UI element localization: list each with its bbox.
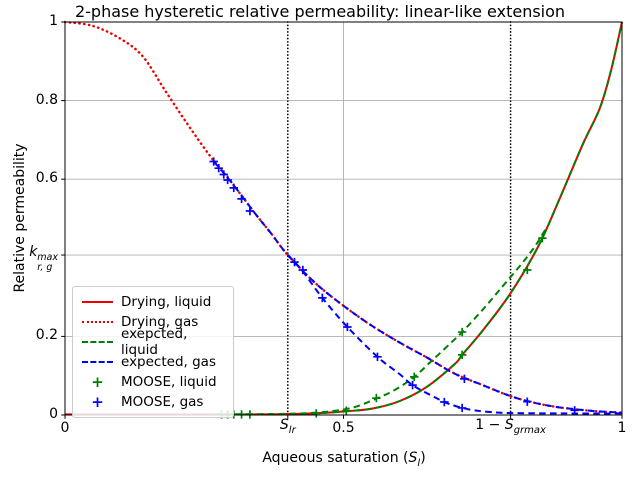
dotted-line-sample-icon: [82, 321, 113, 323]
x-tick-label: 0: [60, 420, 70, 436]
y-tick-label: 1: [49, 13, 58, 29]
legend-label: MOOSE, liquid: [121, 374, 217, 390]
marker-moose-liquid: [410, 372, 419, 382]
marker-moose-gas: [290, 257, 299, 267]
x-axis-label-suffix: ): [420, 450, 426, 466]
legend-sample-solid-icon: [82, 301, 113, 303]
marker-moose-gas: [245, 206, 255, 216]
x-tick-label: Slr: [279, 417, 296, 436]
legend-sample-dashed-icon: [82, 341, 113, 343]
legend-label: MOOSE, gas: [121, 394, 204, 410]
legend-item: + MOOSE, liquid: [82, 372, 225, 392]
y-tick-label: 0.6: [35, 170, 58, 187]
marker-moose-liquid: [372, 393, 381, 403]
x-axis-label-text: Aqueous saturation (: [262, 450, 409, 466]
legend-label: Drying, gas: [121, 314, 199, 330]
x-axis-label-symbol-sub: l: [417, 457, 421, 469]
marker-moose-gas: [523, 397, 532, 406]
legend-item: expected, gas: [82, 352, 225, 372]
legend-sample-dashed-icon: [82, 361, 113, 363]
marker-moose-liquid: [245, 410, 255, 419]
marker-moose-liquid: [312, 409, 321, 418]
legend-item: Drying, liquid: [82, 292, 225, 312]
y-tick-label: 0.2: [35, 327, 58, 344]
x-tick-label: 1 − Sgrmax: [475, 417, 546, 436]
marker-moose-gas: [460, 374, 469, 384]
marker-moose-gas: [373, 352, 382, 362]
marker-moose-liquid: [237, 410, 246, 419]
plus-marker-icon: +: [91, 373, 104, 391]
x-tick-label: 0.5: [332, 420, 355, 436]
legend-label: Drying, liquid: [121, 294, 212, 310]
marker-moose-gas: [457, 403, 467, 413]
marker-moose-liquid: [538, 233, 547, 243]
marker-moose-gas: [209, 157, 218, 166]
dashed-line-sample-icon: [82, 361, 113, 363]
marker-moose-liquid: [523, 265, 532, 275]
marker-moose-gas: [570, 406, 579, 415]
solid-line-sample-icon: [82, 301, 113, 303]
y-tick-label: 0.8: [35, 91, 58, 108]
legend-item: + MOOSE, gas: [82, 392, 225, 412]
marker-moose-gas: [298, 265, 308, 275]
marker-moose-gas: [408, 380, 417, 390]
marker-moose-gas: [219, 170, 228, 179]
x-tick-label: 1: [617, 420, 627, 436]
legend-item: exepcted, liquid: [82, 326, 225, 358]
marker-moose-gas: [343, 322, 352, 332]
legend-sample-plus-icon: +: [82, 373, 113, 391]
marker-moose-liquid: [457, 327, 467, 337]
marker-moose-liquid: [342, 406, 351, 415]
curve-expected-liquid-follow: [213, 21, 623, 416]
chart-title: 2-phase hysteretic relative permeability…: [74, 2, 566, 21]
legend-label: expected, gas: [121, 354, 216, 370]
marker-moose-liquid: [457, 350, 467, 360]
legend-item: Drying, gas: [82, 312, 225, 332]
legend-label: exepcted, liquid: [121, 326, 188, 358]
y-tick-label: 0: [49, 406, 58, 422]
marker-moose-gas: [223, 175, 232, 185]
legend-sample-plus-icon: +: [82, 393, 113, 411]
marker-moose-gas: [440, 397, 449, 407]
dashed-line-sample-icon: [82, 341, 113, 343]
x-axis-label-symbol: S: [408, 450, 418, 466]
curve-expected-gas-extension: [287, 254, 623, 415]
marker-moose-gas: [318, 293, 327, 303]
marker-moose-gas: [214, 163, 223, 173]
x-axis-label: Aqueous saturation (Sl): [262, 450, 425, 469]
plus-marker-icon: +: [91, 393, 104, 411]
curve-expected-gas-follow: [212, 160, 623, 414]
legend: Drying, liquid Drying, gas exepcted, liqui…: [72, 286, 234, 418]
y-tick-label: k max r, g: [29, 244, 58, 273]
marker-moose-gas: [237, 194, 246, 204]
legend-sample-dotted-icon: [82, 321, 113, 323]
marker-moose-gas: [229, 183, 238, 193]
